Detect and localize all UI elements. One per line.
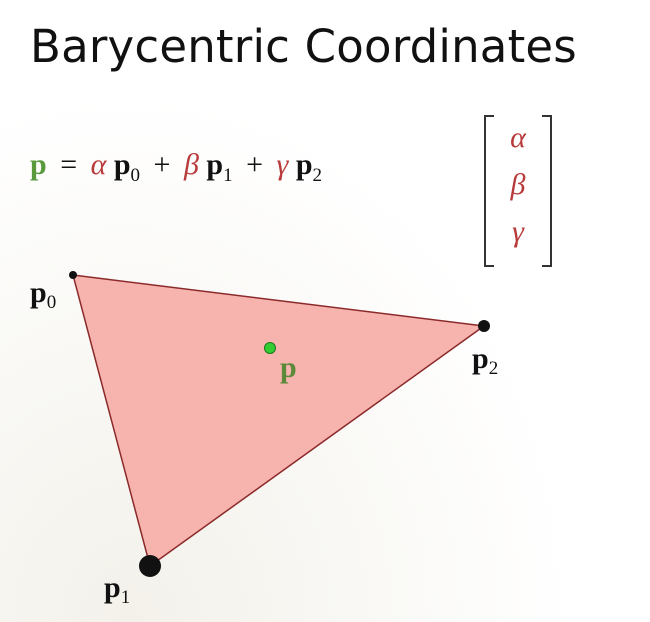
vertex-p2-dot	[478, 320, 490, 332]
vertex-p0-label: p0	[30, 276, 56, 313]
eq-vec-p1: p	[206, 148, 224, 181]
eq-vec-p2: p	[295, 148, 313, 181]
eq-sub-0: 0	[130, 165, 141, 186]
page-title: Barycentric Coordinates	[30, 20, 577, 73]
eq-vec-p0: p	[113, 148, 131, 181]
vertex-p2-label: p2	[472, 342, 498, 379]
eq-coef-gamma: γ	[276, 148, 289, 181]
interior-point-label: p	[280, 351, 297, 384]
vertex-p1-dot	[139, 555, 161, 577]
eq-plus-2: +	[246, 148, 264, 181]
triangle	[71, 274, 486, 568]
barycentric-equation: p = α p0 + β p1 + γ p2	[30, 148, 322, 186]
right-bracket	[542, 115, 552, 267]
eq-coef-beta: β	[183, 148, 199, 181]
eq-lhs-p: p	[30, 148, 47, 181]
eq-equals: =	[60, 148, 78, 181]
eq-sub-1: 1	[223, 165, 233, 186]
coordinate-vector: α β γ	[484, 115, 552, 267]
vector-beta: β	[510, 168, 526, 201]
vector-gamma: γ	[512, 215, 524, 248]
vertex-p0-dot	[69, 271, 77, 279]
interior-point-dot	[264, 342, 276, 354]
eq-sub-2: 2	[312, 165, 323, 186]
vector-alpha: α	[510, 121, 526, 154]
eq-coef-alpha: α	[90, 148, 107, 181]
eq-plus-1: +	[153, 148, 171, 181]
vertex-p1-label: p1	[104, 571, 130, 608]
left-bracket	[484, 115, 494, 267]
